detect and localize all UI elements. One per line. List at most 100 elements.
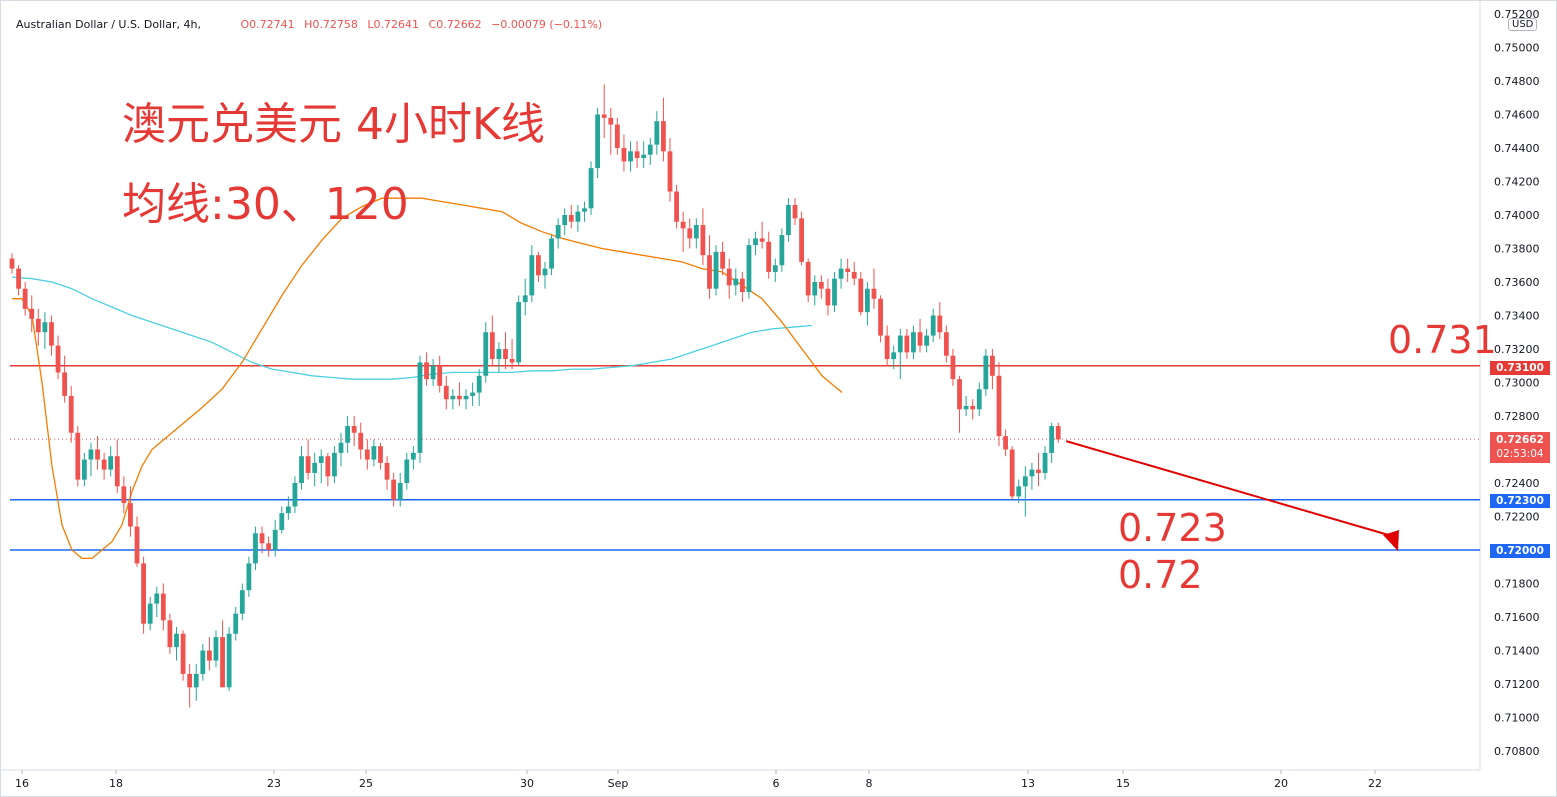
- candle: [891, 345, 897, 370]
- candle-body: [476, 375, 482, 393]
- candle: [489, 315, 495, 366]
- candle-body: [772, 265, 778, 272]
- candle-body: [884, 335, 890, 360]
- forecast-arrow-head: [1383, 530, 1399, 551]
- candle: [1009, 446, 1015, 500]
- candle-body: [575, 211, 581, 222]
- candle: [397, 472, 403, 507]
- candle: [318, 449, 324, 483]
- candle: [509, 338, 515, 370]
- candle-body: [786, 204, 791, 236]
- candle: [825, 278, 831, 316]
- price-tick-label: 0.74800: [1494, 75, 1540, 88]
- candle-body: [253, 533, 258, 564]
- price-tick-label: 0.73800: [1494, 243, 1540, 256]
- candle: [384, 456, 390, 490]
- currency-badge[interactable]: USD: [1508, 18, 1538, 31]
- time-tick-label: 18: [109, 777, 123, 790]
- candle: [200, 643, 206, 681]
- candle: [799, 211, 804, 266]
- time-tick-label: 23: [267, 777, 281, 790]
- candle-body: [943, 332, 949, 356]
- price-tick-label: 0.74200: [1494, 176, 1540, 189]
- candle-body: [976, 389, 982, 410]
- candle: [753, 231, 758, 256]
- price-tick-label: 0.71800: [1494, 578, 1540, 591]
- candle-body: [904, 335, 910, 353]
- candle: [996, 362, 1002, 447]
- candle-body: [621, 148, 627, 162]
- candle: [9, 253, 15, 274]
- candle-body: [496, 349, 502, 360]
- candle-body: [259, 533, 265, 544]
- price-tick-label: 0.74600: [1494, 109, 1540, 122]
- ma30-line: [12, 197, 843, 560]
- candle-body: [588, 168, 594, 209]
- candle-body: [628, 151, 633, 162]
- candle-body: [891, 352, 897, 360]
- candle-body: [29, 308, 35, 319]
- candle-body: [608, 117, 614, 125]
- candle-body: [279, 513, 285, 530]
- candle-body: [292, 483, 298, 507]
- candle: [68, 385, 74, 443]
- candle-body: [871, 288, 877, 299]
- time-tick-label: 25: [359, 777, 373, 790]
- candle-body: [832, 278, 837, 306]
- candle: [575, 204, 581, 232]
- candle-body: [239, 590, 245, 614]
- candle: [726, 258, 732, 299]
- price-tick-label: 0.71600: [1494, 611, 1540, 624]
- candle: [81, 452, 87, 487]
- candle: [358, 422, 364, 460]
- candle-body: [266, 543, 272, 550]
- candle-body: [193, 673, 199, 688]
- candle: [766, 231, 772, 279]
- candle: [180, 630, 186, 681]
- candle-body: [200, 650, 206, 674]
- candle-body: [108, 456, 114, 470]
- price-tick-label: 0.73400: [1494, 310, 1540, 323]
- candle: [430, 359, 436, 386]
- support-annotation-1: 0.723: [1118, 506, 1227, 550]
- candle: [22, 282, 28, 316]
- candle-body: [1055, 426, 1061, 440]
- candle: [1042, 446, 1048, 480]
- candle-body: [332, 452, 337, 477]
- candle: [628, 141, 633, 172]
- candle: [1055, 422, 1061, 443]
- candle: [845, 258, 851, 282]
- candle-body: [911, 332, 916, 353]
- candle: [805, 258, 811, 303]
- candle-body: [818, 282, 824, 289]
- candle: [555, 218, 561, 249]
- candle: [700, 208, 706, 266]
- price-tick-label: 0.72200: [1494, 511, 1540, 524]
- candle: [134, 516, 140, 567]
- candle-body: [207, 650, 212, 661]
- candle: [786, 198, 791, 242]
- candle-body: [55, 345, 61, 373]
- candle-body: [667, 151, 673, 192]
- support-annotation-2: 0.72: [1118, 553, 1203, 597]
- candle: [463, 389, 469, 410]
- candle-body: [726, 268, 732, 286]
- candle-body: [983, 355, 989, 390]
- candle: [35, 308, 41, 346]
- close-value: C0.72662: [428, 18, 482, 31]
- price-tick-label: 0.70800: [1494, 745, 1540, 758]
- candle-body: [516, 302, 522, 363]
- candle-body: [825, 288, 831, 306]
- candle: [838, 258, 844, 289]
- candle: [114, 439, 120, 494]
- candle: [207, 637, 212, 671]
- candle: [305, 439, 311, 480]
- candle-body: [851, 271, 857, 279]
- ma120-line: [11, 276, 813, 380]
- candle-body: [865, 288, 870, 313]
- candle-body: [746, 245, 752, 293]
- candle: [779, 228, 785, 272]
- candle-body: [391, 479, 397, 500]
- time-tick-label: 22: [1368, 777, 1382, 790]
